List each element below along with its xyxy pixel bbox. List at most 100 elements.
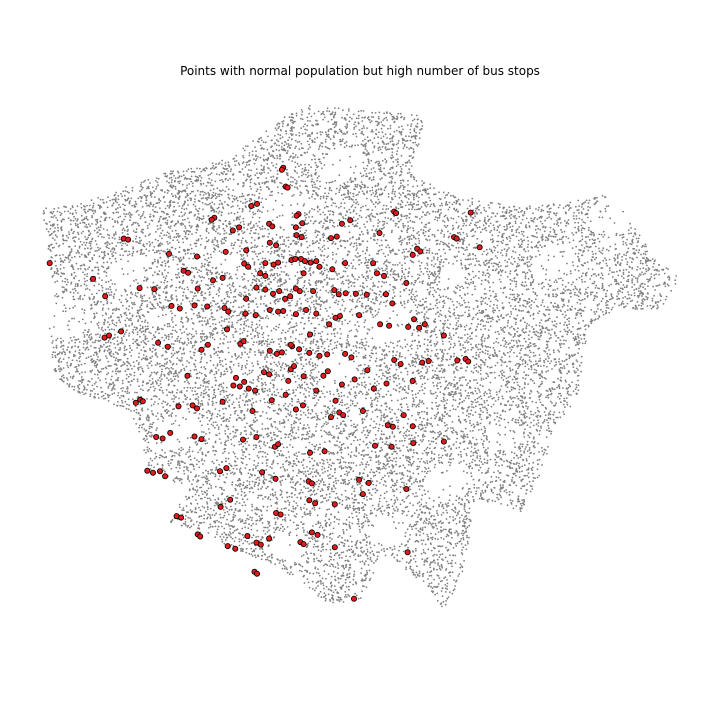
background-point <box>351 298 354 301</box>
background-point <box>412 558 415 560</box>
background-point <box>62 374 65 377</box>
background-point <box>450 427 452 429</box>
background-point <box>500 265 502 267</box>
background-point <box>261 486 264 488</box>
background-point <box>438 191 440 194</box>
background-point <box>266 401 269 404</box>
background-point <box>226 295 229 298</box>
background-point <box>407 546 409 549</box>
background-point <box>550 336 552 339</box>
background-point <box>413 481 415 484</box>
background-point <box>550 360 553 362</box>
background-point <box>344 596 346 598</box>
background-point <box>463 448 466 451</box>
background-point <box>282 329 284 332</box>
background-point <box>171 363 174 366</box>
background-point <box>292 331 294 334</box>
background-point <box>457 453 460 456</box>
background-point <box>245 164 248 166</box>
background-point <box>419 530 421 533</box>
background-point <box>360 216 363 219</box>
background-point <box>421 389 424 392</box>
background-point <box>272 313 275 316</box>
background-point <box>530 368 533 371</box>
background-point <box>457 284 459 287</box>
background-point <box>89 393 92 395</box>
background-point <box>251 516 254 519</box>
background-point <box>322 317 324 320</box>
background-point <box>626 302 629 305</box>
background-point <box>367 160 370 163</box>
background-point <box>102 367 105 370</box>
background-point <box>114 252 117 254</box>
background-point <box>91 384 94 387</box>
background-point <box>601 195 604 197</box>
background-point <box>563 339 565 342</box>
background-point <box>483 228 486 230</box>
background-point <box>452 503 454 506</box>
background-point <box>124 345 126 348</box>
background-point <box>222 452 224 454</box>
background-point <box>373 420 375 423</box>
background-point <box>394 413 396 415</box>
background-point <box>111 236 114 239</box>
background-point <box>326 268 328 271</box>
background-point <box>413 361 415 364</box>
background-point <box>186 249 189 252</box>
background-point <box>189 398 192 401</box>
background-point <box>489 300 492 303</box>
background-point <box>218 432 221 435</box>
background-point <box>411 206 414 209</box>
background-point <box>443 233 446 236</box>
background-point <box>254 554 256 557</box>
background-point <box>340 194 343 197</box>
background-point <box>159 252 161 255</box>
background-point <box>303 212 306 214</box>
background-point <box>381 353 383 356</box>
background-point <box>323 113 325 116</box>
background-point <box>233 157 236 160</box>
background-point <box>200 170 203 173</box>
background-point <box>457 198 460 201</box>
background-point <box>220 251 223 254</box>
background-point <box>339 461 342 464</box>
background-point <box>562 288 565 291</box>
background-point <box>303 381 306 384</box>
background-point <box>378 389 380 392</box>
background-point <box>107 317 110 319</box>
background-point <box>117 316 120 319</box>
background-point <box>322 564 325 567</box>
background-point <box>321 577 324 580</box>
background-point <box>70 346 73 349</box>
background-point <box>112 225 115 228</box>
background-point <box>300 521 303 524</box>
background-point <box>212 250 215 253</box>
background-point <box>294 337 297 340</box>
background-point <box>255 341 258 344</box>
background-point <box>349 535 352 538</box>
background-point <box>523 239 526 242</box>
background-point <box>52 210 55 213</box>
background-point <box>242 195 245 198</box>
background-point <box>420 539 423 542</box>
background-point <box>580 229 583 232</box>
background-point <box>156 328 159 331</box>
background-point <box>151 350 154 353</box>
background-point <box>293 454 296 457</box>
background-point <box>59 370 61 373</box>
background-point <box>489 392 491 395</box>
background-point <box>334 479 337 482</box>
background-point <box>232 189 235 192</box>
background-point <box>516 228 519 231</box>
background-point <box>215 280 218 283</box>
background-point <box>220 522 223 524</box>
background-point <box>139 317 142 320</box>
background-point <box>493 245 495 248</box>
background-point <box>181 215 184 218</box>
background-point <box>276 298 279 300</box>
background-point <box>479 231 482 234</box>
background-point <box>322 417 325 420</box>
background-point <box>128 351 131 354</box>
background-point <box>534 446 536 449</box>
background-point <box>640 307 643 310</box>
